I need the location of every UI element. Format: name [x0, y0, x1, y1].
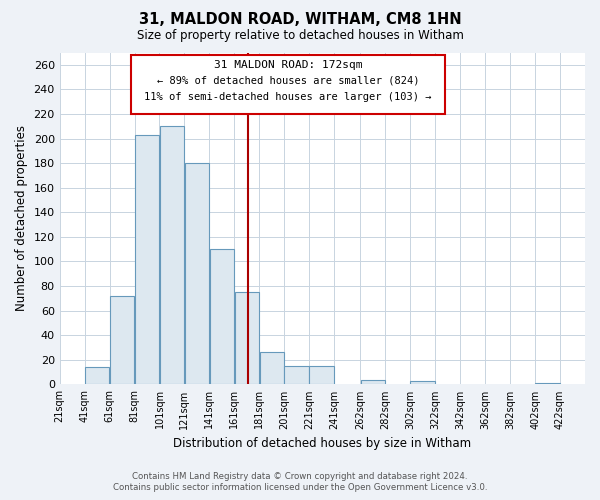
- Text: 31, MALDON ROAD, WITHAM, CM8 1HN: 31, MALDON ROAD, WITHAM, CM8 1HN: [139, 12, 461, 28]
- Bar: [535, 383, 560, 384]
- Bar: [185, 163, 209, 384]
- Bar: [310, 366, 334, 384]
- Bar: [209, 249, 234, 384]
- Bar: [160, 126, 184, 384]
- X-axis label: Distribution of detached houses by size in Witham: Distribution of detached houses by size …: [173, 437, 472, 450]
- Text: ← 89% of detached houses are smaller (824): ← 89% of detached houses are smaller (82…: [157, 76, 419, 86]
- Bar: [110, 296, 134, 384]
- Text: 31 MALDON ROAD: 172sqm: 31 MALDON ROAD: 172sqm: [214, 60, 362, 70]
- Text: Contains HM Land Registry data © Crown copyright and database right 2024.: Contains HM Land Registry data © Crown c…: [132, 472, 468, 481]
- Bar: [85, 367, 109, 384]
- Bar: [235, 292, 259, 384]
- Bar: [284, 366, 309, 384]
- Bar: [260, 352, 284, 384]
- Text: Contains public sector information licensed under the Open Government Licence v3: Contains public sector information licen…: [113, 483, 487, 492]
- Text: Size of property relative to detached houses in Witham: Size of property relative to detached ho…: [137, 29, 463, 42]
- Bar: [361, 380, 385, 384]
- FancyBboxPatch shape: [131, 55, 445, 114]
- Bar: [410, 380, 435, 384]
- Y-axis label: Number of detached properties: Number of detached properties: [15, 126, 28, 312]
- Text: 11% of semi-detached houses are larger (103) →: 11% of semi-detached houses are larger (…: [144, 92, 432, 102]
- Bar: [135, 135, 160, 384]
